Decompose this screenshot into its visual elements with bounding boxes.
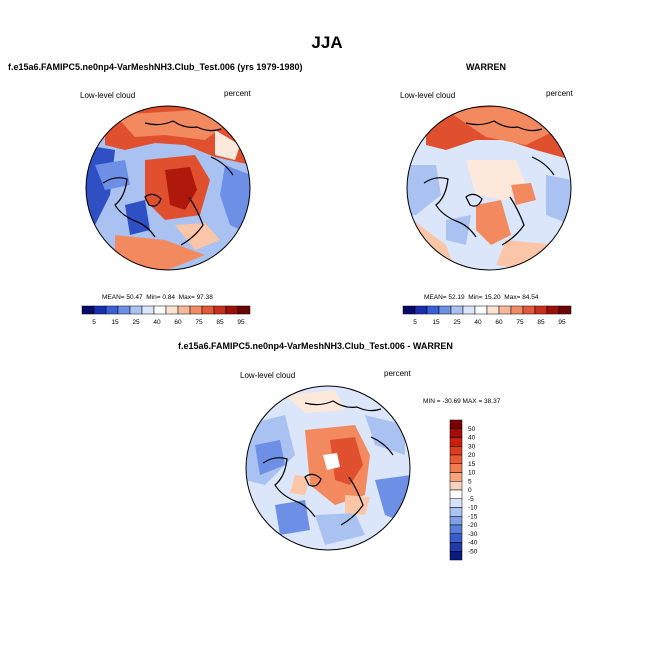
panel1-title: f.e15a6.FAMIPC5.ne0np4-VarMeshNH3.Club_T… <box>8 62 303 72</box>
colorbar-box <box>449 498 463 508</box>
colorbar-box <box>486 305 500 315</box>
colorbar-box <box>165 305 179 315</box>
colorbar-label: 75 <box>516 319 524 326</box>
colorbar-label: 60 <box>495 319 503 326</box>
colorbar-box <box>189 305 203 315</box>
panel3-title: f.e15a6.FAMIPC5.ne0np4-VarMeshNH3.Club_T… <box>178 341 453 351</box>
colorbar-label: 95 <box>558 319 566 326</box>
colorbar-box <box>141 305 155 315</box>
colorbar-label: 20 <box>468 452 476 459</box>
main-title: JJA <box>311 33 343 52</box>
colorbar-box <box>81 305 95 315</box>
colorbar-box <box>153 305 167 315</box>
colorbar-box <box>117 305 131 315</box>
colorbar-label: -20 <box>468 522 478 529</box>
colorbar-label: 85 <box>216 319 224 326</box>
colorbar-box <box>449 516 463 526</box>
colorbar-box <box>414 305 428 315</box>
colorbar-label: 15 <box>432 319 440 326</box>
colorbar-label: -50 <box>468 548 478 555</box>
colorbar-box <box>237 305 251 315</box>
panel3-variable-label: Low-level cloud <box>240 371 296 380</box>
colorbar-box <box>449 463 463 473</box>
colorbar-box <box>438 305 452 315</box>
colorbar-box <box>474 305 488 315</box>
panel1-colorbar: 5 15 25 40 60 75 85 95 <box>81 305 251 326</box>
panel2-colorbar: 5 15 25 40 60 75 85 95 <box>402 305 572 326</box>
colorbar-box <box>450 305 464 315</box>
colorbar-label: 15 <box>111 319 119 326</box>
colorbar-box <box>93 305 107 315</box>
colorbar-box <box>449 446 463 456</box>
panel1-stats: MEAN= 50.47 Min= 0.84 Max= 97.38 <box>102 294 213 301</box>
colorbar-box <box>522 305 536 315</box>
colorbar-box <box>105 305 119 315</box>
colorbar-label: -10 <box>468 505 478 512</box>
colorbar-box <box>402 305 416 315</box>
colorbar-box <box>449 542 463 552</box>
colorbar-box <box>449 454 463 464</box>
colorbar-box <box>558 305 572 315</box>
panel2-polar-map <box>406 105 572 271</box>
colorbar-box <box>213 305 227 315</box>
colorbar-box <box>449 481 463 491</box>
panel3-polar-map <box>245 385 411 551</box>
panel3-minmax: MIN = -30.69 MAX = 38.37 <box>423 398 501 405</box>
colorbar-box <box>510 305 524 315</box>
panel1-polar-map <box>85 105 251 271</box>
colorbar-box <box>225 305 239 315</box>
colorbar-label: 10 <box>468 470 476 477</box>
colorbar-label: 30 <box>468 443 476 450</box>
colorbar-label: -15 <box>468 513 478 520</box>
colorbar-label: -30 <box>468 531 478 538</box>
panel2-stats: MEAN= 52.19 Min= 15.20 Max= 84.54 <box>424 294 539 301</box>
panel2-units-label: percent <box>546 89 573 98</box>
colorbar-label: 40 <box>474 319 482 326</box>
colorbar-box <box>449 419 463 429</box>
colorbar-box <box>426 305 440 315</box>
colorbar-label: 0 <box>468 487 472 494</box>
colorbar-box <box>449 524 463 534</box>
panel1-units-label: percent <box>224 89 251 98</box>
colorbar-box <box>449 507 463 517</box>
panel3-units-label: percent <box>384 369 411 378</box>
colorbar-box <box>546 305 560 315</box>
colorbar-box <box>449 489 463 499</box>
colorbar-label: 15 <box>468 461 476 468</box>
colorbar-label: 95 <box>237 319 245 326</box>
colorbar-box <box>449 437 463 447</box>
colorbar-label: 40 <box>153 319 161 326</box>
colorbar-box <box>201 305 215 315</box>
panel2-variable-label: Low-level cloud <box>400 91 456 100</box>
colorbar-box <box>449 533 463 543</box>
colorbar-label: 60 <box>174 319 182 326</box>
colorbar-box <box>129 305 143 315</box>
colorbar-label: 5 <box>413 319 417 326</box>
colorbar-label: -5 <box>468 496 474 503</box>
colorbar-label: -40 <box>468 540 478 547</box>
colorbar-box <box>449 551 463 561</box>
colorbar-box <box>462 305 476 315</box>
colorbar-label: 40 <box>468 435 476 442</box>
colorbar-label: 75 <box>195 319 203 326</box>
colorbar-box <box>534 305 548 315</box>
colorbar-box <box>498 305 512 315</box>
colorbar-label: 25 <box>132 319 140 326</box>
colorbar-label: 85 <box>537 319 545 326</box>
colorbar-box <box>449 472 463 482</box>
colorbar-label: 25 <box>453 319 461 326</box>
colorbar-label: 5 <box>468 478 472 485</box>
panel2-title: WARREN <box>466 62 506 72</box>
colorbar-label: 50 <box>468 426 476 433</box>
colorbar-box <box>177 305 191 315</box>
colorbar-box <box>449 428 463 438</box>
panel1-variable-label: Low-level cloud <box>80 91 136 100</box>
colorbar-label: 5 <box>92 319 96 326</box>
